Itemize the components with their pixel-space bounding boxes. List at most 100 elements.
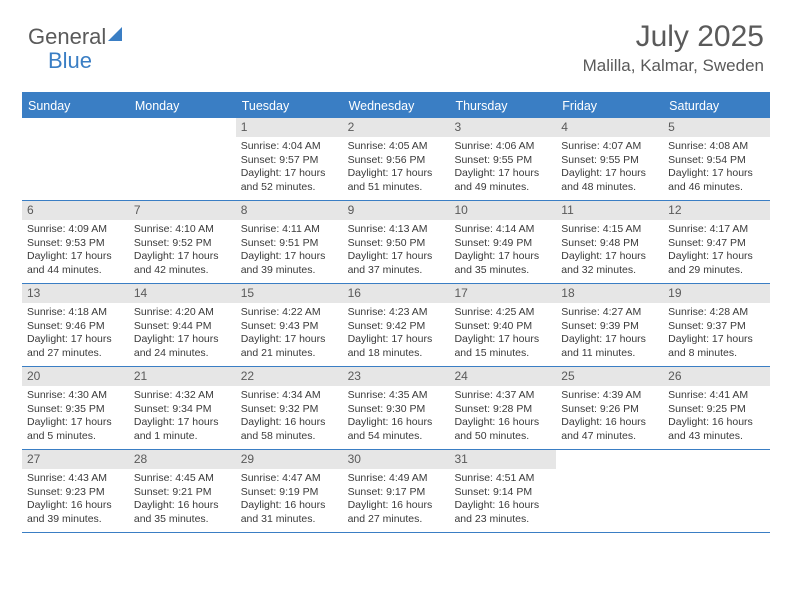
sunset-text: Sunset: 9:44 PM xyxy=(134,320,231,333)
daylight-text: Daylight: 16 hours and 23 minutes. xyxy=(454,499,551,526)
day-details: Sunrise: 4:11 AMSunset: 9:51 PMDaylight:… xyxy=(236,220,343,282)
calendar-grid: Sunday Monday Tuesday Wednesday Thursday… xyxy=(22,92,770,533)
location-subtitle: Malilla, Kalmar, Sweden xyxy=(583,56,764,76)
daylight-text: Daylight: 16 hours and 43 minutes. xyxy=(668,416,765,443)
day-number: 26 xyxy=(663,367,770,386)
sunset-text: Sunset: 9:53 PM xyxy=(27,237,124,250)
daylight-text: Daylight: 17 hours and 37 minutes. xyxy=(348,250,445,277)
sunset-text: Sunset: 9:50 PM xyxy=(348,237,445,250)
day-cell: 15Sunrise: 4:22 AMSunset: 9:43 PMDayligh… xyxy=(236,284,343,366)
day-cell: 10Sunrise: 4:14 AMSunset: 9:49 PMDayligh… xyxy=(449,201,556,283)
day-details: Sunrise: 4:43 AMSunset: 9:23 PMDaylight:… xyxy=(22,469,129,531)
daylight-text: Daylight: 17 hours and 42 minutes. xyxy=(134,250,231,277)
day-details: Sunrise: 4:32 AMSunset: 9:34 PMDaylight:… xyxy=(129,386,236,448)
sunset-text: Sunset: 9:35 PM xyxy=(27,403,124,416)
sunrise-text: Sunrise: 4:27 AM xyxy=(561,306,658,319)
day-cell xyxy=(129,118,236,200)
day-cell xyxy=(663,450,770,532)
day-cell: 27Sunrise: 4:43 AMSunset: 9:23 PMDayligh… xyxy=(22,450,129,532)
dayhead-wed: Wednesday xyxy=(343,94,450,118)
daylight-text: Daylight: 17 hours and 18 minutes. xyxy=(348,333,445,360)
day-details: Sunrise: 4:51 AMSunset: 9:14 PMDaylight:… xyxy=(449,469,556,531)
sunrise-text: Sunrise: 4:32 AM xyxy=(134,389,231,402)
daylight-text: Daylight: 17 hours and 1 minute. xyxy=(134,416,231,443)
sunrise-text: Sunrise: 4:22 AM xyxy=(241,306,338,319)
sunset-text: Sunset: 9:34 PM xyxy=(134,403,231,416)
day-cell: 4Sunrise: 4:07 AMSunset: 9:55 PMDaylight… xyxy=(556,118,663,200)
sunset-text: Sunset: 9:21 PM xyxy=(134,486,231,499)
day-number: 9 xyxy=(343,201,450,220)
day-cell: 12Sunrise: 4:17 AMSunset: 9:47 PMDayligh… xyxy=(663,201,770,283)
sunrise-text: Sunrise: 4:47 AM xyxy=(241,472,338,485)
day-cell xyxy=(556,450,663,532)
week-row: 27Sunrise: 4:43 AMSunset: 9:23 PMDayligh… xyxy=(22,450,770,533)
sunset-text: Sunset: 9:40 PM xyxy=(454,320,551,333)
daylight-text: Daylight: 16 hours and 47 minutes. xyxy=(561,416,658,443)
sunset-text: Sunset: 9:30 PM xyxy=(348,403,445,416)
sunset-text: Sunset: 9:25 PM xyxy=(668,403,765,416)
daylight-text: Daylight: 17 hours and 27 minutes. xyxy=(27,333,124,360)
sunrise-text: Sunrise: 4:05 AM xyxy=(348,140,445,153)
day-number: 31 xyxy=(449,450,556,469)
sunset-text: Sunset: 9:37 PM xyxy=(668,320,765,333)
day-number xyxy=(129,118,236,122)
day-number: 18 xyxy=(556,284,663,303)
day-cell: 8Sunrise: 4:11 AMSunset: 9:51 PMDaylight… xyxy=(236,201,343,283)
day-number: 3 xyxy=(449,118,556,137)
month-title: July 2025 xyxy=(583,20,764,54)
day-details: Sunrise: 4:14 AMSunset: 9:49 PMDaylight:… xyxy=(449,220,556,282)
day-cell: 14Sunrise: 4:20 AMSunset: 9:44 PMDayligh… xyxy=(129,284,236,366)
sunrise-text: Sunrise: 4:20 AM xyxy=(134,306,231,319)
day-cell: 23Sunrise: 4:35 AMSunset: 9:30 PMDayligh… xyxy=(343,367,450,449)
daylight-text: Daylight: 16 hours and 50 minutes. xyxy=(454,416,551,443)
day-details: Sunrise: 4:10 AMSunset: 9:52 PMDaylight:… xyxy=(129,220,236,282)
week-row: 6Sunrise: 4:09 AMSunset: 9:53 PMDaylight… xyxy=(22,201,770,284)
day-cell: 3Sunrise: 4:06 AMSunset: 9:55 PMDaylight… xyxy=(449,118,556,200)
day-number xyxy=(556,450,663,454)
daylight-text: Daylight: 17 hours and 21 minutes. xyxy=(241,333,338,360)
day-details: Sunrise: 4:34 AMSunset: 9:32 PMDaylight:… xyxy=(236,386,343,448)
sunrise-text: Sunrise: 4:34 AM xyxy=(241,389,338,402)
sunrise-text: Sunrise: 4:10 AM xyxy=(134,223,231,236)
daylight-text: Daylight: 17 hours and 15 minutes. xyxy=(454,333,551,360)
daylight-text: Daylight: 17 hours and 35 minutes. xyxy=(454,250,551,277)
day-cell: 7Sunrise: 4:10 AMSunset: 9:52 PMDaylight… xyxy=(129,201,236,283)
day-details: Sunrise: 4:45 AMSunset: 9:21 PMDaylight:… xyxy=(129,469,236,531)
day-details: Sunrise: 4:05 AMSunset: 9:56 PMDaylight:… xyxy=(343,137,450,199)
sunset-text: Sunset: 9:19 PM xyxy=(241,486,338,499)
day-details: Sunrise: 4:15 AMSunset: 9:48 PMDaylight:… xyxy=(556,220,663,282)
day-number xyxy=(663,450,770,454)
day-cell: 1Sunrise: 4:04 AMSunset: 9:57 PMDaylight… xyxy=(236,118,343,200)
day-number: 6 xyxy=(22,201,129,220)
sunrise-text: Sunrise: 4:30 AM xyxy=(27,389,124,402)
sunrise-text: Sunrise: 4:45 AM xyxy=(134,472,231,485)
sunset-text: Sunset: 9:39 PM xyxy=(561,320,658,333)
sunrise-text: Sunrise: 4:18 AM xyxy=(27,306,124,319)
sunrise-text: Sunrise: 4:17 AM xyxy=(668,223,765,236)
sunset-text: Sunset: 9:51 PM xyxy=(241,237,338,250)
day-number: 13 xyxy=(22,284,129,303)
day-details: Sunrise: 4:23 AMSunset: 9:42 PMDaylight:… xyxy=(343,303,450,365)
daylight-text: Daylight: 16 hours and 54 minutes. xyxy=(348,416,445,443)
day-details: Sunrise: 4:13 AMSunset: 9:50 PMDaylight:… xyxy=(343,220,450,282)
day-details: Sunrise: 4:49 AMSunset: 9:17 PMDaylight:… xyxy=(343,469,450,531)
daylight-text: Daylight: 17 hours and 44 minutes. xyxy=(27,250,124,277)
day-details: Sunrise: 4:09 AMSunset: 9:53 PMDaylight:… xyxy=(22,220,129,282)
day-cell: 18Sunrise: 4:27 AMSunset: 9:39 PMDayligh… xyxy=(556,284,663,366)
sunrise-text: Sunrise: 4:37 AM xyxy=(454,389,551,402)
day-cell: 22Sunrise: 4:34 AMSunset: 9:32 PMDayligh… xyxy=(236,367,343,449)
day-number xyxy=(22,118,129,122)
day-cell: 16Sunrise: 4:23 AMSunset: 9:42 PMDayligh… xyxy=(343,284,450,366)
day-details: Sunrise: 4:17 AMSunset: 9:47 PMDaylight:… xyxy=(663,220,770,282)
day-number: 5 xyxy=(663,118,770,137)
dayhead-tue: Tuesday xyxy=(236,94,343,118)
sunrise-text: Sunrise: 4:39 AM xyxy=(561,389,658,402)
daylight-text: Daylight: 17 hours and 39 minutes. xyxy=(241,250,338,277)
day-details: Sunrise: 4:22 AMSunset: 9:43 PMDaylight:… xyxy=(236,303,343,365)
sunset-text: Sunset: 9:55 PM xyxy=(561,154,658,167)
sunrise-text: Sunrise: 4:07 AM xyxy=(561,140,658,153)
day-details: Sunrise: 4:27 AMSunset: 9:39 PMDaylight:… xyxy=(556,303,663,365)
daylight-text: Daylight: 17 hours and 52 minutes. xyxy=(241,167,338,194)
day-number: 11 xyxy=(556,201,663,220)
day-number: 4 xyxy=(556,118,663,137)
